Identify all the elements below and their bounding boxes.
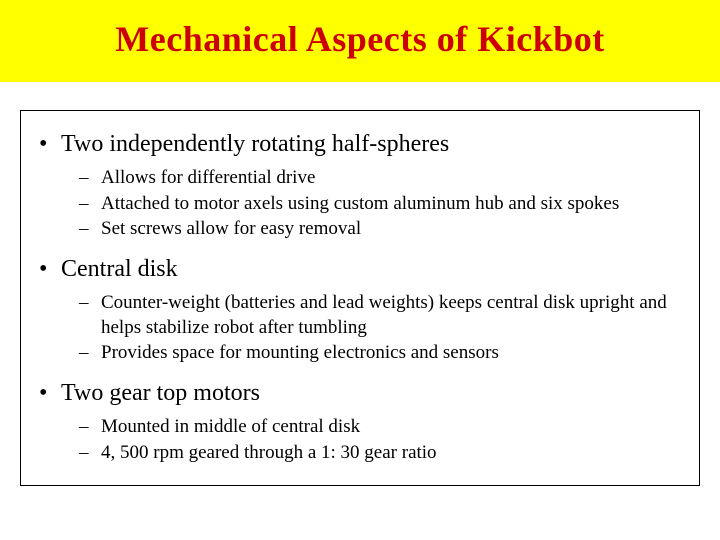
bullet-text: Central disk xyxy=(61,256,178,283)
slide-title: Mechanical Aspects of Kickbot xyxy=(0,18,720,60)
bullet-sub: – Provides space for mounting electronic… xyxy=(79,341,681,366)
bullet-sub: – Mounted in middle of central disk xyxy=(79,415,681,440)
sub-text: Provides space for mounting electronics … xyxy=(101,341,681,366)
sub-list: – Counter-weight (batteries and lead wei… xyxy=(79,291,681,366)
title-bar: Mechanical Aspects of Kickbot xyxy=(0,0,720,82)
bullet-dash: – xyxy=(79,415,101,440)
bullet-sub: – Set screws allow for easy removal xyxy=(79,217,681,242)
bullet-dot: • xyxy=(39,380,61,407)
bullet-dot: • xyxy=(39,256,61,283)
bullet-text: Two gear top motors xyxy=(61,380,260,407)
bullet-sub: – 4, 500 rpm geared through a 1: 30 gear… xyxy=(79,441,681,466)
bullet-text: Two independently rotating half-spheres xyxy=(61,131,449,158)
sub-text: Set screws allow for easy removal xyxy=(101,217,681,242)
sub-list: – Mounted in middle of central disk – 4,… xyxy=(79,415,681,465)
sub-text: Allows for differential drive xyxy=(101,166,681,191)
content-box: • Two independently rotating half-sphere… xyxy=(20,110,700,486)
bullet-dash: – xyxy=(79,192,101,217)
bullet-sub: – Allows for differential drive xyxy=(79,166,681,191)
sub-text: 4, 500 rpm geared through a 1: 30 gear r… xyxy=(101,441,681,466)
sub-text: Mounted in middle of central disk xyxy=(101,415,681,440)
bullet-main: • Two independently rotating half-sphere… xyxy=(39,131,681,158)
bullet-main: • Two gear top motors xyxy=(39,380,681,407)
sub-text: Attached to motor axels using custom alu… xyxy=(101,192,681,217)
bullet-dash: – xyxy=(79,291,101,340)
bullet-sub: – Counter-weight (batteries and lead wei… xyxy=(79,291,681,340)
bullet-dash: – xyxy=(79,166,101,191)
bullet-main: • Central disk xyxy=(39,256,681,283)
bullet-dash: – xyxy=(79,217,101,242)
bullet-dash: – xyxy=(79,441,101,466)
bullet-dash: – xyxy=(79,341,101,366)
sub-list: – Allows for differential drive – Attach… xyxy=(79,166,681,242)
bullet-dot: • xyxy=(39,131,61,158)
bullet-sub: – Attached to motor axels using custom a… xyxy=(79,192,681,217)
sub-text: Counter-weight (batteries and lead weigh… xyxy=(101,291,681,340)
